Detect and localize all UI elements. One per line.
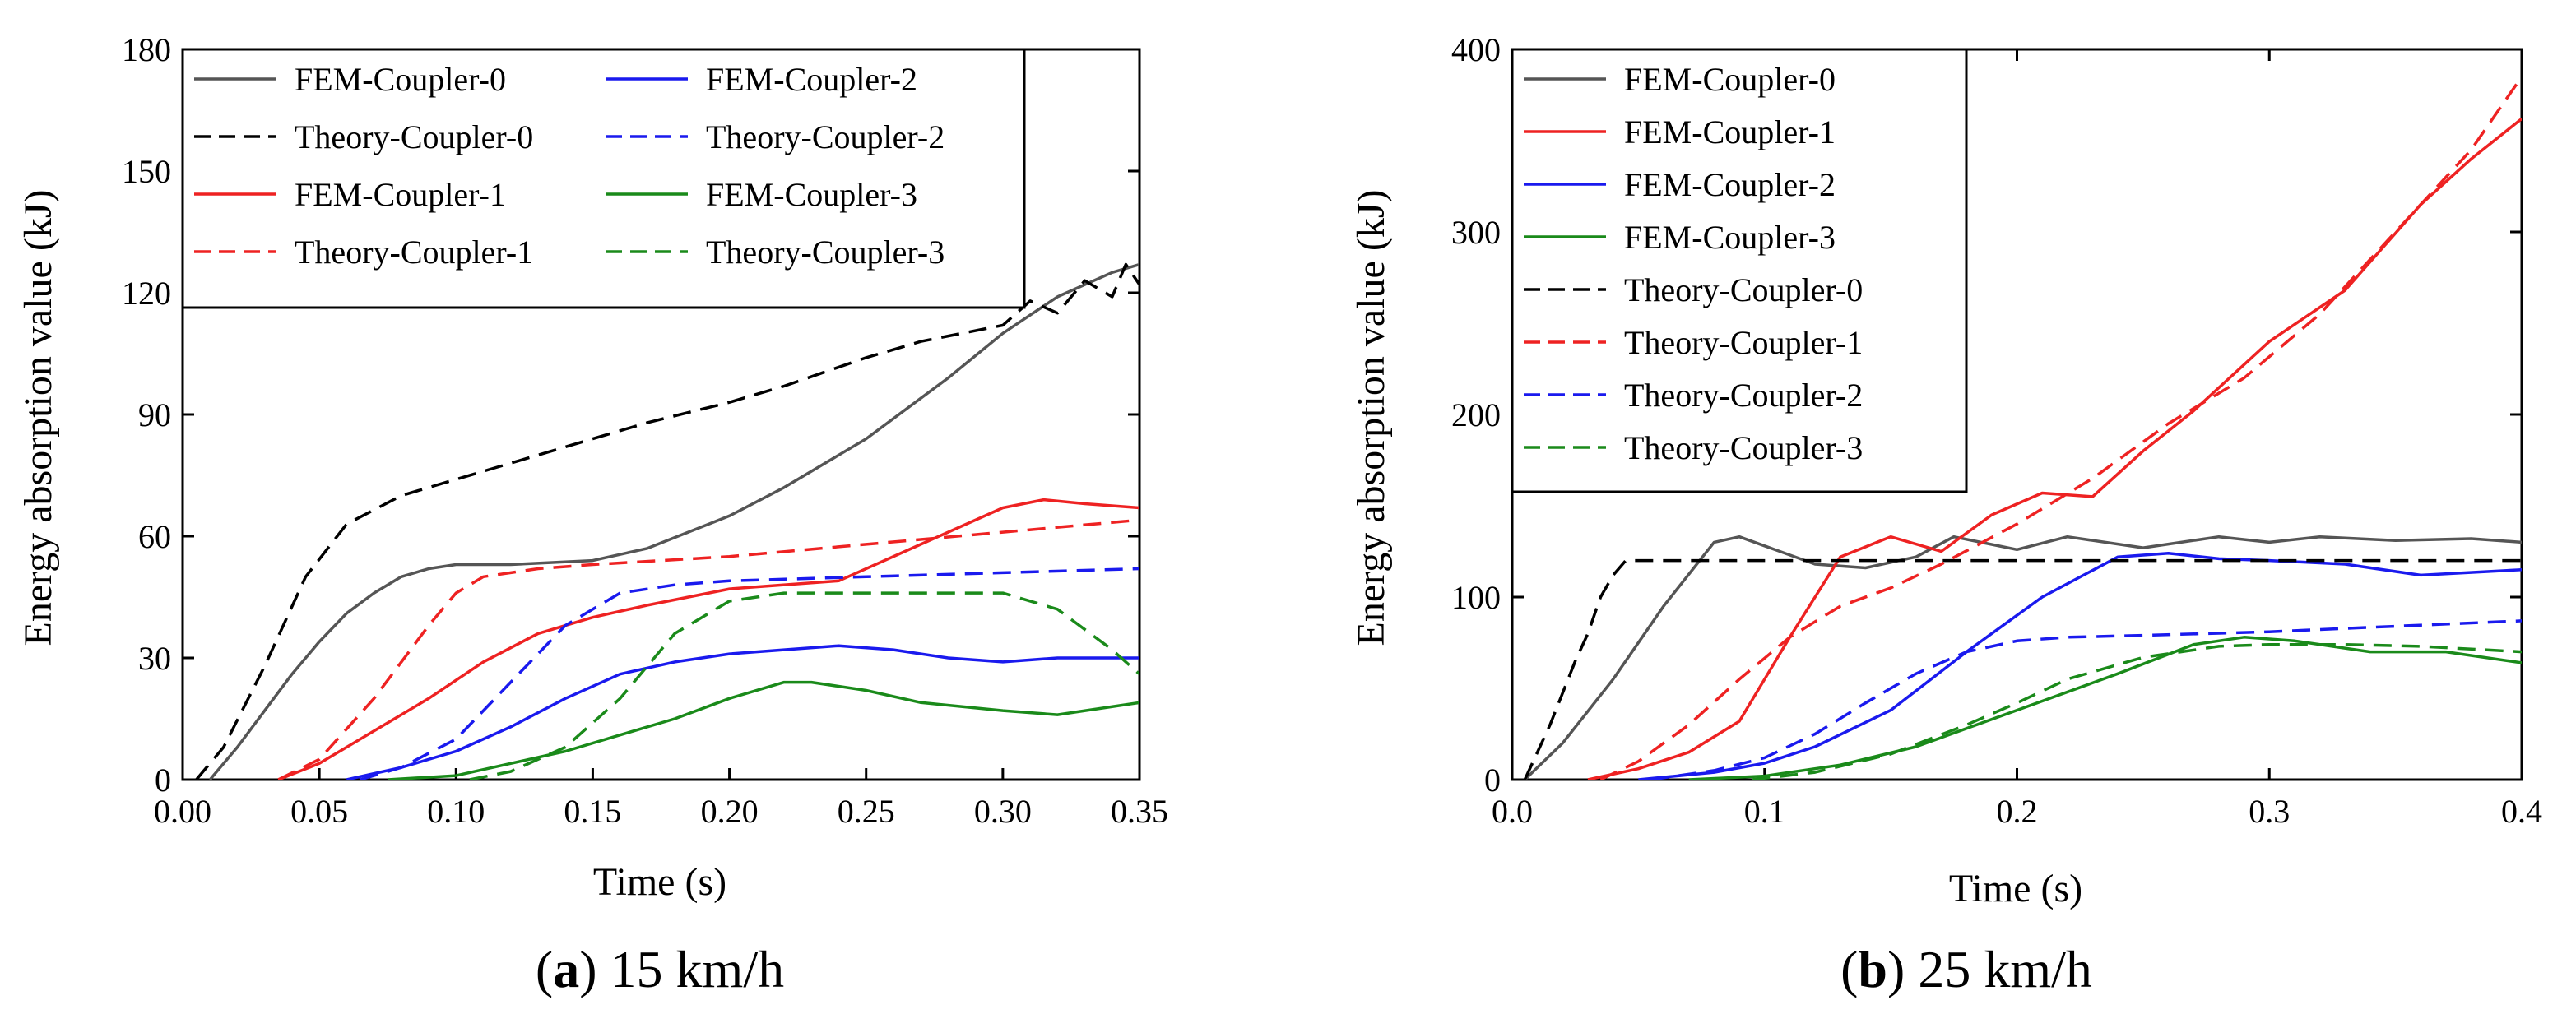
y-tick-label-a: 180 — [122, 31, 171, 68]
panel-label-b: b — [1858, 940, 1887, 998]
y-axis-title-b: Energy absorption value (kJ) — [1349, 190, 1393, 646]
legend-label: Theory-Coupler-0 — [1624, 271, 1863, 308]
legend-b: FEM-Coupler-0 FEM-Coupler-1 FEM-Coupler-2 F… — [1511, 48, 1968, 493]
series-line-theory-coupler-1 — [1599, 76, 2522, 780]
x-tick-label-a: 0.25 — [838, 793, 895, 830]
y-tick-label-a: 0 — [155, 762, 171, 799]
series-line-theory-coupler-3 — [469, 591, 1139, 780]
series-group-b — [1523, 76, 2522, 780]
series-line-fem-coupler-2 — [1638, 551, 2522, 780]
x-tick-label-a: 0.00 — [154, 793, 211, 830]
caption-a: (a) 15 km/h — [536, 940, 784, 998]
x-tick-label-b: 0.1 — [1744, 793, 1785, 830]
series-line-fem-coupler-3 — [388, 680, 1139, 780]
legend-box-a — [181, 48, 1026, 309]
x-tick-label-a: 0.15 — [564, 793, 621, 830]
caption-text-b: 25 km/h — [1918, 940, 2092, 998]
caption-b: (b) 25 km/h — [1840, 940, 2092, 998]
series-line-fem-coupler-0 — [208, 262, 1139, 780]
legend-label: FEM-Coupler-1 — [295, 176, 506, 213]
chart-panel-a: Energy absorption value (kJ) Time (s) (a… — [16, 31, 1168, 998]
series-line-theory-coupler-3 — [1752, 642, 2522, 780]
legend-label: FEM-Coupler-0 — [295, 61, 506, 98]
series-group-a — [195, 262, 1139, 780]
legend-box-b — [1511, 48, 1968, 493]
x-tick-label-b: 0.0 — [1492, 793, 1533, 830]
chart-panel-b: Energy absorption value (kJ) Time (s) (b… — [1349, 31, 2542, 998]
legend-label: FEM-Coupler-2 — [706, 61, 917, 98]
series-line-fem-coupler-3 — [1688, 636, 2522, 780]
y-tick-label-b: 0 — [1484, 762, 1501, 799]
legend-label: Theory-Coupler-2 — [1624, 377, 1863, 414]
x-axis-title-b: Time (s) — [1949, 867, 2082, 910]
legend-label: Theory-Coupler-1 — [295, 234, 533, 271]
x-tick-label-a: 0.30 — [974, 793, 1032, 830]
y-tick-label-b: 400 — [1451, 31, 1501, 68]
series-line-theory-coupler-0 — [195, 262, 1139, 780]
series-line-fem-coupler-0 — [1524, 535, 2522, 780]
series-line-theory-coupler-2 — [1650, 619, 2522, 780]
legend-label: Theory-Coupler-0 — [295, 118, 533, 155]
x-tick-label-b: 0.2 — [1997, 793, 2038, 830]
y-tick-label-a: 60 — [138, 518, 171, 555]
x-tick-label-a: 0.10 — [427, 793, 485, 830]
y-axis-title-a: Energy absorption value (kJ) — [16, 190, 60, 646]
legend-label: FEM-Coupler-0 — [1624, 61, 1836, 98]
x-tick-label-a: 0.05 — [290, 793, 348, 830]
series-line-fem-coupler-1 — [277, 498, 1139, 780]
x-axis-title-a: Time (s) — [593, 860, 726, 904]
legend-a: FEM-Coupler-0 Theory-Coupler-0 FEM-Coupler… — [181, 48, 1026, 309]
legend-label: Theory-Coupler-3 — [706, 234, 945, 271]
y-tick-label-a: 150 — [122, 153, 171, 190]
y-tick-label-b: 300 — [1451, 214, 1501, 251]
y-tick-label-a: 90 — [138, 396, 171, 433]
series-line-theory-coupler-2 — [360, 567, 1139, 780]
series-line-fem-coupler-1 — [1587, 118, 2522, 780]
y-tick-label-a: 30 — [138, 640, 171, 677]
legend-label: FEM-Coupler-2 — [1624, 166, 1836, 203]
caption-text-a: 15 km/h — [610, 940, 785, 998]
x-tick-label-a: 0.20 — [701, 793, 759, 830]
x-tick-label-b: 0.3 — [2249, 793, 2290, 830]
legend-label: Theory-Coupler-3 — [1624, 429, 1863, 466]
series-line-fem-coupler-2 — [346, 644, 1139, 780]
legend-label: FEM-Coupler-3 — [1624, 219, 1836, 256]
y-tick-label-b: 100 — [1451, 579, 1501, 616]
panel-label-a: a — [553, 940, 579, 998]
legend-label: FEM-Coupler-3 — [706, 176, 917, 213]
x-tick-label-a: 0.35 — [1111, 793, 1168, 830]
legend-label: FEM-Coupler-1 — [1624, 113, 1836, 150]
y-tick-label-b: 200 — [1451, 396, 1501, 433]
x-tick-label-b: 0.4 — [2501, 793, 2542, 830]
series-line-theory-coupler-1 — [277, 518, 1139, 780]
legend-label: Theory-Coupler-1 — [1624, 324, 1863, 361]
y-tick-label-a: 120 — [122, 275, 171, 312]
legend-label: Theory-Coupler-2 — [706, 118, 945, 155]
